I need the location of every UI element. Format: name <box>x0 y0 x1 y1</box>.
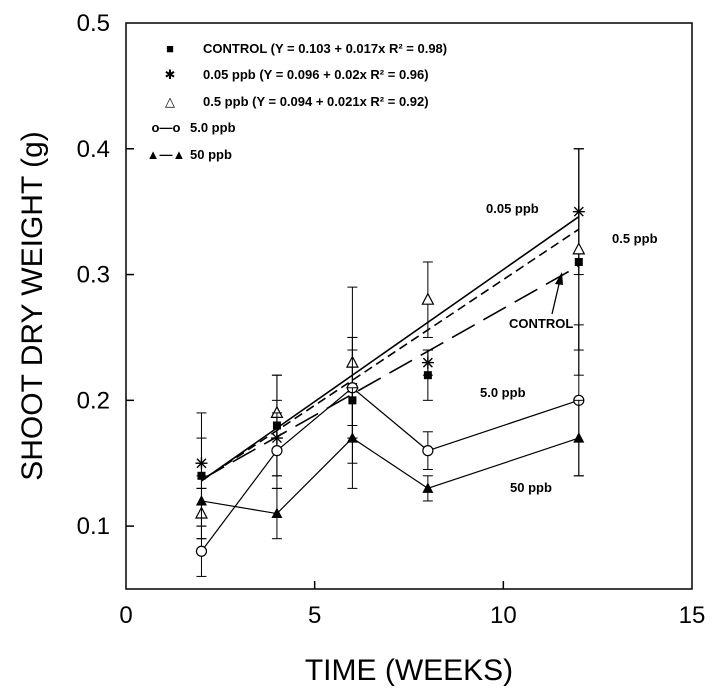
y-tick-label: 0.2 <box>77 387 110 414</box>
y-tick-label: 0.1 <box>77 513 110 540</box>
x-tick-label: 5 <box>308 602 321 629</box>
data-point <box>271 507 283 519</box>
data-point <box>572 242 586 255</box>
data-point <box>195 457 208 470</box>
legend-label: 0.05 ppb (Y = 0.096 + 0.02x R² = 0.96) <box>203 67 429 82</box>
legend-entry-control: ■ CONTROL (Y = 0.103 + 0.017x R² = 0.98) <box>166 41 447 56</box>
series-group <box>195 387 585 540</box>
legend-entry-50-ppb: ▲—▲ 50 ppb <box>147 147 232 162</box>
x-tick-label: 10 <box>490 602 517 629</box>
asterisk-stroke <box>422 357 433 368</box>
data-point <box>421 292 435 305</box>
legend: ■ CONTROL (Y = 0.103 + 0.017x R² = 0.98)… <box>147 41 447 162</box>
annotation-5-0-ppb: 5.0 ppb <box>480 385 526 400</box>
data-point <box>422 445 434 457</box>
regression-line <box>201 265 580 481</box>
regression-line <box>201 228 580 482</box>
legend-symbol: ■ <box>166 41 174 56</box>
y-axis-label: SHOOT DRY WEIGHT (g) <box>16 131 49 481</box>
legend-label: CONTROL (Y = 0.103 + 0.017x R² = 0.98) <box>203 41 447 56</box>
series-line <box>200 386 579 552</box>
y-tick-label: 0.5 <box>77 10 110 37</box>
plot-frame <box>125 22 693 590</box>
annotation-50-ppb: 50 ppb <box>510 480 552 495</box>
legend-symbol: ✱ <box>165 67 176 82</box>
annotation-0-5-ppb: 0.5 ppb <box>612 231 658 246</box>
annotation-0-05-ppb: 0.05 ppb <box>486 201 539 216</box>
series-group <box>195 324 585 577</box>
legend-symbol: ▲—▲ <box>147 147 186 162</box>
legend-entry-0-05-ppb: ✱ 0.05 ppb (Y = 0.096 + 0.02x R² = 0.96) <box>165 67 429 82</box>
legend-symbol: o—o <box>152 120 181 135</box>
line-annotations: 0.05 ppb 0.5 ppb CONTROL 5.0 ppb 50 ppb <box>480 201 658 495</box>
data-point <box>421 356 434 369</box>
data-point <box>271 445 283 457</box>
data-point <box>346 432 358 443</box>
legend-entry-0-5-ppb: △ 0.5 ppb (Y = 0.094 + 0.021x R² = 0.92) <box>165 94 429 109</box>
data-point <box>573 432 585 443</box>
legend-label: 0.5 ppb (Y = 0.094 + 0.021x R² = 0.92) <box>203 94 429 109</box>
x-axis-label: TIME (WEEKS) <box>305 654 513 687</box>
legend-label: 50 ppb <box>190 147 232 162</box>
data-series <box>194 148 586 577</box>
asterisk-stroke <box>196 458 207 469</box>
legend-symbol: △ <box>165 94 175 109</box>
annotation-control: CONTROL <box>509 316 573 331</box>
y-tick-label: 0.4 <box>77 136 110 163</box>
data-point <box>195 545 208 557</box>
data-point <box>422 482 434 493</box>
y-tick-label: 0.3 <box>77 262 110 289</box>
legend-entry-5-0-ppb: o—o 5.0 ppb <box>152 120 236 135</box>
axis-ticks: 0 5 10 15 0.1 0.2 0.3 0.4 0.5 <box>77 10 706 629</box>
regression-line <box>201 216 580 482</box>
legend-label: 5.0 ppb <box>190 120 236 135</box>
regression-lines <box>201 216 580 482</box>
x-tick-label: 0 <box>119 602 132 629</box>
x-tick-label: 15 <box>679 602 706 629</box>
control-arrow-head <box>555 272 563 285</box>
control-arrow-shaft <box>551 279 561 315</box>
data-point <box>195 494 207 506</box>
